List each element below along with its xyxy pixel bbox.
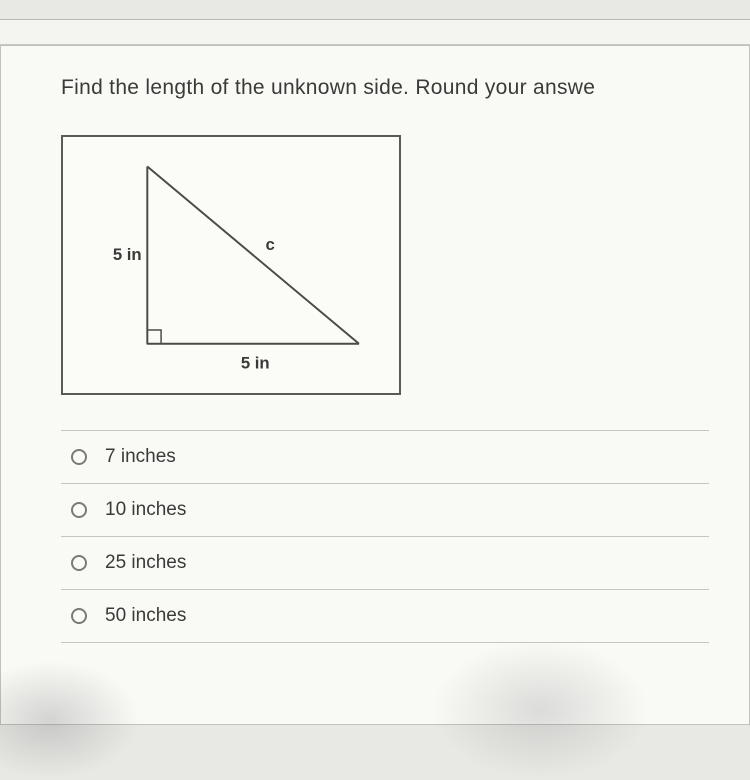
answer-option[interactable]: 25 inches bbox=[61, 536, 709, 589]
radio-icon bbox=[71, 449, 87, 465]
label-hypotenuse: c bbox=[265, 235, 274, 254]
label-bottom: 5 in bbox=[241, 353, 270, 372]
question-panel: Find the length of the unknown side. Rou… bbox=[0, 45, 750, 725]
triangle-diagram: 5 in c 5 in bbox=[61, 135, 401, 395]
radio-icon bbox=[71, 555, 87, 571]
answer-option[interactable]: 50 inches bbox=[61, 589, 709, 643]
radio-icon bbox=[71, 502, 87, 518]
radio-icon bbox=[71, 608, 87, 624]
triangle-svg: 5 in c 5 in bbox=[63, 137, 399, 393]
top-spacer bbox=[0, 0, 750, 20]
answer-option[interactable]: 7 inches bbox=[61, 430, 709, 483]
header-spacer bbox=[0, 20, 750, 45]
right-angle-marker bbox=[147, 330, 161, 344]
question-prompt: Find the length of the unknown side. Rou… bbox=[61, 76, 709, 100]
answer-label: 10 inches bbox=[105, 499, 186, 521]
answer-option[interactable]: 10 inches bbox=[61, 483, 709, 536]
label-left: 5 in bbox=[113, 245, 142, 264]
answer-options: 7 inches 10 inches 25 inches 50 inches bbox=[61, 430, 709, 643]
answer-label: 50 inches bbox=[105, 605, 186, 627]
answer-label: 7 inches bbox=[105, 446, 176, 468]
answer-label: 25 inches bbox=[105, 552, 186, 574]
triangle-hypotenuse bbox=[147, 167, 359, 344]
